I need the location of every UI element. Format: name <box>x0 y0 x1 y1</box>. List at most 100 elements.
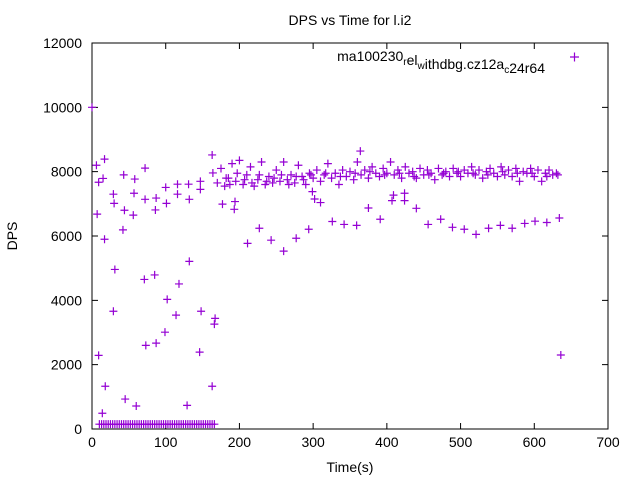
data-point <box>210 420 219 429</box>
data-point <box>508 172 517 181</box>
data-point <box>267 236 276 245</box>
y-axis-label: DPS <box>4 222 20 251</box>
data-point <box>542 172 551 181</box>
data-point <box>556 351 565 360</box>
y-tick-label: 6000 <box>51 228 82 244</box>
data-point <box>173 190 182 199</box>
data-point <box>121 395 130 404</box>
data-point <box>519 167 528 176</box>
data-point <box>404 169 413 178</box>
data-point <box>552 169 561 178</box>
data-point <box>242 170 251 179</box>
data-point <box>316 198 325 207</box>
data-point <box>255 224 264 233</box>
x-axis-label: Time(s) <box>327 459 374 475</box>
data-point <box>92 161 101 170</box>
data-point <box>239 180 248 189</box>
data-point <box>283 175 292 184</box>
data-point <box>130 189 139 198</box>
data-point <box>173 180 182 189</box>
data-point <box>401 162 410 171</box>
data-point <box>120 206 129 215</box>
data-point <box>275 177 284 186</box>
data-point <box>353 158 362 167</box>
data-point <box>185 195 194 204</box>
data-point <box>434 164 443 173</box>
data-point <box>264 172 273 181</box>
data-point <box>213 178 222 187</box>
data-point <box>352 221 361 230</box>
data-point <box>472 230 481 239</box>
data-point <box>279 158 288 167</box>
data-point <box>379 164 388 173</box>
data-point <box>469 169 478 178</box>
data-point <box>467 162 476 171</box>
data-point <box>305 169 314 178</box>
data-point <box>233 169 242 178</box>
data-point <box>351 169 360 178</box>
data-point <box>140 275 149 284</box>
data-point <box>141 341 150 350</box>
data-point <box>364 204 373 213</box>
data-point <box>272 166 281 175</box>
data-point <box>386 158 395 167</box>
x-tick-label: 400 <box>375 434 399 450</box>
data-point <box>380 170 389 179</box>
x-tick-label: 300 <box>301 434 325 450</box>
data-point <box>299 175 308 184</box>
data-point <box>231 197 240 206</box>
data-point <box>349 175 358 184</box>
data-point <box>520 219 529 228</box>
data-point <box>400 189 409 198</box>
data-point <box>196 177 205 186</box>
data-point <box>160 328 169 337</box>
data-point <box>231 177 240 186</box>
data-point <box>94 178 103 187</box>
data-point <box>397 174 406 183</box>
data-point <box>150 270 159 279</box>
data-point <box>141 164 150 173</box>
data-point <box>400 196 409 205</box>
data-point <box>184 180 193 189</box>
data-point <box>98 409 107 418</box>
data-point <box>222 174 231 183</box>
data-point <box>279 247 288 256</box>
data-point <box>511 164 520 173</box>
y-tick-label: 12000 <box>43 35 82 51</box>
legend: ma100230relwithdbg.cz12ac24r64 <box>337 48 579 76</box>
data-point <box>364 174 373 183</box>
data-point <box>496 221 505 230</box>
data-point <box>109 190 118 199</box>
data-point <box>365 167 374 176</box>
data-point <box>424 170 433 179</box>
data-point <box>308 187 317 196</box>
data-point <box>504 166 513 175</box>
y-tick-label: 4000 <box>51 292 82 308</box>
chart-title: DPS vs Time for l.i2 <box>289 12 412 28</box>
data-point <box>526 164 535 173</box>
data-point <box>376 215 385 224</box>
data-point <box>449 164 458 173</box>
data-point <box>460 225 469 234</box>
data-point <box>327 174 336 183</box>
data-point <box>334 180 343 189</box>
data-point <box>129 211 138 220</box>
data-point <box>389 191 398 200</box>
data-point <box>312 166 321 175</box>
data-point <box>515 177 524 186</box>
data-point <box>152 339 161 348</box>
data-point <box>301 180 310 189</box>
data-point <box>152 194 161 203</box>
data-point <box>161 183 170 192</box>
data-point <box>151 205 160 214</box>
data-point <box>162 199 171 208</box>
data-point <box>408 167 417 176</box>
data-point <box>183 401 192 410</box>
data-point <box>101 382 110 391</box>
data-point <box>553 170 562 179</box>
data-point <box>268 178 277 187</box>
data-point <box>110 199 119 208</box>
data-point <box>323 159 332 168</box>
data-point <box>99 174 108 183</box>
data-point <box>340 220 349 229</box>
